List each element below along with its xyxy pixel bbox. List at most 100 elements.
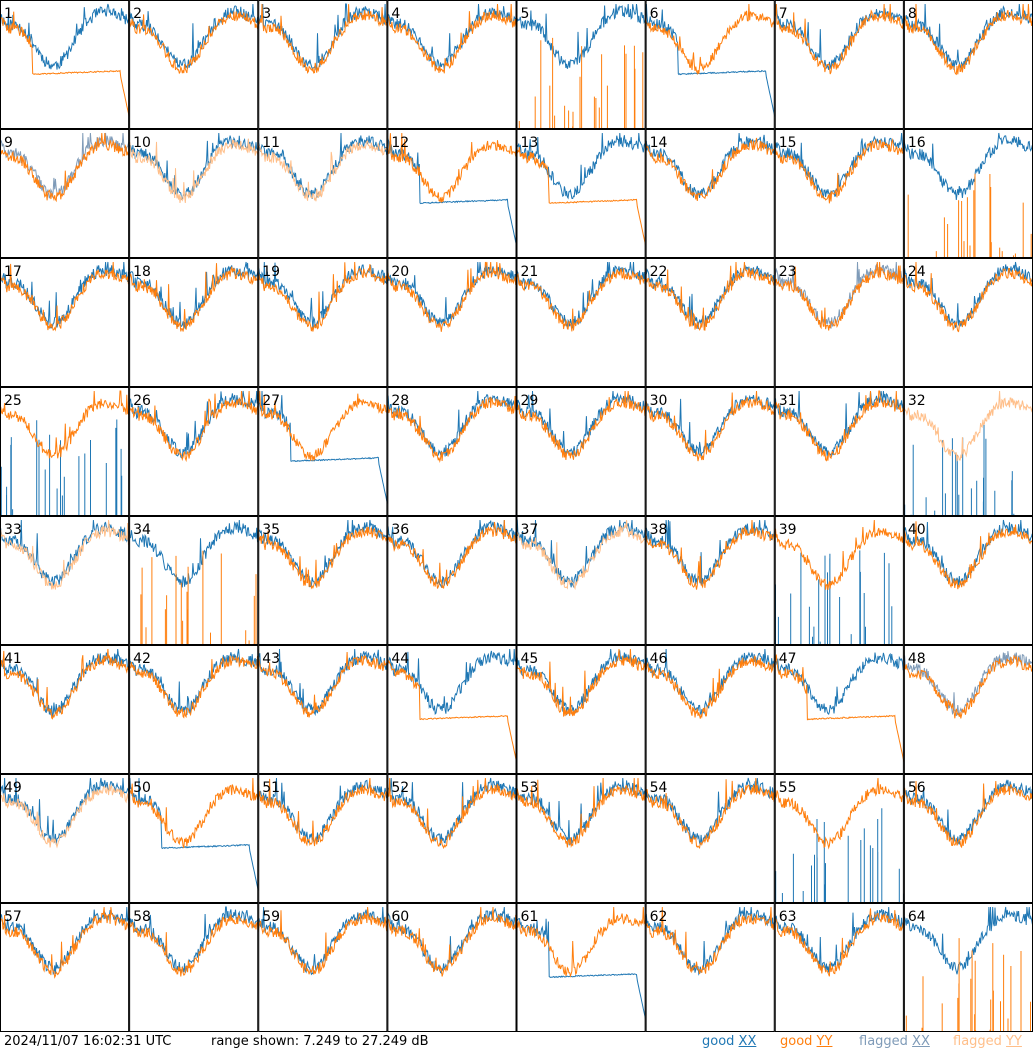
- tile-26-label: 26: [133, 393, 151, 409]
- tile-19: 19: [258, 258, 388, 387]
- tile-29-label: 29: [521, 393, 539, 409]
- tile-52: 52: [387, 774, 517, 903]
- tile-46-frame: [645, 645, 775, 774]
- tile-6-xx-line: [645, 3, 775, 117]
- tile-13-label: 13: [521, 135, 539, 151]
- tile-35-xx-line: [258, 519, 388, 588]
- tile-43-xx-line: [258, 648, 388, 717]
- tile-49-frame: [0, 774, 130, 903]
- tile-53: 53: [516, 774, 646, 903]
- tile-58-label: 58: [133, 909, 151, 925]
- tile-25-label: 25: [4, 393, 22, 409]
- tile-59: 59: [258, 903, 388, 1032]
- tile-34-xx-line: [129, 519, 259, 588]
- tile-3-label: 3: [262, 6, 271, 22]
- tile-8: 8: [903, 0, 1033, 129]
- tile-63-frame: [774, 903, 904, 1032]
- tile-2-frame: [129, 0, 259, 129]
- tile-43-yy-line: [258, 651, 388, 718]
- tile-18-label: 18: [133, 264, 151, 280]
- tile-17: 17: [0, 258, 130, 387]
- tile-21-frame: [516, 258, 646, 387]
- tile-58: 58: [129, 903, 259, 1032]
- tile-27-frame: [258, 387, 388, 516]
- tile-7-frame: [774, 0, 904, 129]
- tile-39-yy-line: [774, 519, 904, 590]
- tile-43: 43: [258, 645, 388, 774]
- tile-39: 39: [774, 516, 904, 645]
- tile-44-label: 44: [391, 651, 409, 667]
- tile-50-xx-line: [129, 777, 259, 891]
- tile-45-yy-line: [516, 648, 646, 717]
- tile-43-label: 43: [262, 651, 280, 667]
- tile-14-yy-line: [645, 137, 775, 201]
- tile-4: 4: [387, 0, 517, 129]
- tile-22-frame: [645, 258, 775, 387]
- tile-27-xx-line: [258, 390, 388, 504]
- tile-7: 7: [774, 0, 904, 129]
- tile-5-yy-line: [518, 37, 644, 129]
- legend-good-yy-pre: good: [780, 1034, 817, 1049]
- tile-15-yy-line: [774, 138, 904, 204]
- tile-12-frame: [387, 129, 517, 258]
- tile-12-label: 12: [391, 135, 409, 151]
- tile-33-yy-line: [0, 519, 130, 590]
- tile-54: 54: [645, 774, 775, 903]
- tile-13-frame: [516, 129, 646, 258]
- tile-22: 22: [645, 258, 775, 387]
- tile-13-yy-line: [516, 143, 646, 246]
- tile-4-label: 4: [391, 6, 400, 22]
- tile-11-frame: [258, 129, 388, 258]
- legend-good-xx-pre: good: [702, 1034, 739, 1049]
- tile-37-label: 37: [521, 522, 539, 538]
- tile-30-label: 30: [650, 393, 668, 409]
- tile-22-label: 22: [650, 264, 668, 280]
- tile-54-yy-line: [645, 777, 775, 850]
- tile-22-yy-line: [645, 261, 775, 331]
- tile-10-label: 10: [133, 135, 151, 151]
- tile-63-yy-line: [774, 908, 904, 977]
- tile-58-yy-line: [129, 914, 259, 977]
- tile-7-label: 7: [779, 6, 788, 22]
- tile-37-frame: [516, 516, 646, 645]
- tile-32-label: 32: [908, 393, 926, 409]
- tile-64-label: 64: [908, 909, 926, 925]
- tile-28-label: 28: [391, 393, 409, 409]
- tile-28: 28: [387, 387, 517, 516]
- tile-61-frame: [516, 903, 646, 1032]
- tile-47-frame: [774, 645, 904, 774]
- legend-flagged-yy: flagged YY: [953, 1034, 1022, 1049]
- tile-10-yy-line: [129, 138, 259, 203]
- tile-25-xx-line: [0, 419, 123, 516]
- tile-39-frame: [774, 516, 904, 645]
- tile-30: 30: [645, 387, 775, 516]
- tile-15: 15: [774, 129, 904, 258]
- tile-26-frame: [129, 387, 259, 516]
- tile-38-yy-line: [645, 519, 775, 590]
- tile-20: 20: [387, 258, 517, 387]
- tile-1-xx-line: [0, 3, 130, 70]
- tile-12: 12: [387, 129, 517, 258]
- tile-14-frame: [645, 129, 775, 258]
- tile-44-frame: [387, 645, 517, 774]
- tile-52-yy-line: [387, 777, 517, 850]
- tile-18-xx-line: [129, 261, 259, 329]
- tile-29-yy-line: [516, 390, 646, 461]
- tile-13-xx-line: [516, 132, 646, 200]
- tile-58-frame: [129, 903, 259, 1032]
- tile-64: 64: [903, 903, 1033, 1032]
- timestamp: 2024/11/07 16:02:31 UTC: [4, 1034, 172, 1049]
- tile-3-frame: [258, 0, 388, 129]
- tile-47-label: 47: [779, 651, 797, 667]
- tile-51-frame: [258, 774, 388, 903]
- tile-56-yy-line: [903, 780, 1033, 849]
- legend-flagged-xx-key: XX: [912, 1034, 930, 1049]
- tile-37: 37: [516, 516, 646, 645]
- tile-17-label: 17: [4, 264, 22, 280]
- tile-46: 46: [645, 645, 775, 774]
- tile-34-label: 34: [133, 522, 151, 538]
- tile-49-label: 49: [4, 780, 22, 796]
- tile-61-label: 61: [521, 909, 539, 925]
- tile-1-frame: [0, 0, 130, 129]
- tile-46-yy-line: [645, 655, 775, 719]
